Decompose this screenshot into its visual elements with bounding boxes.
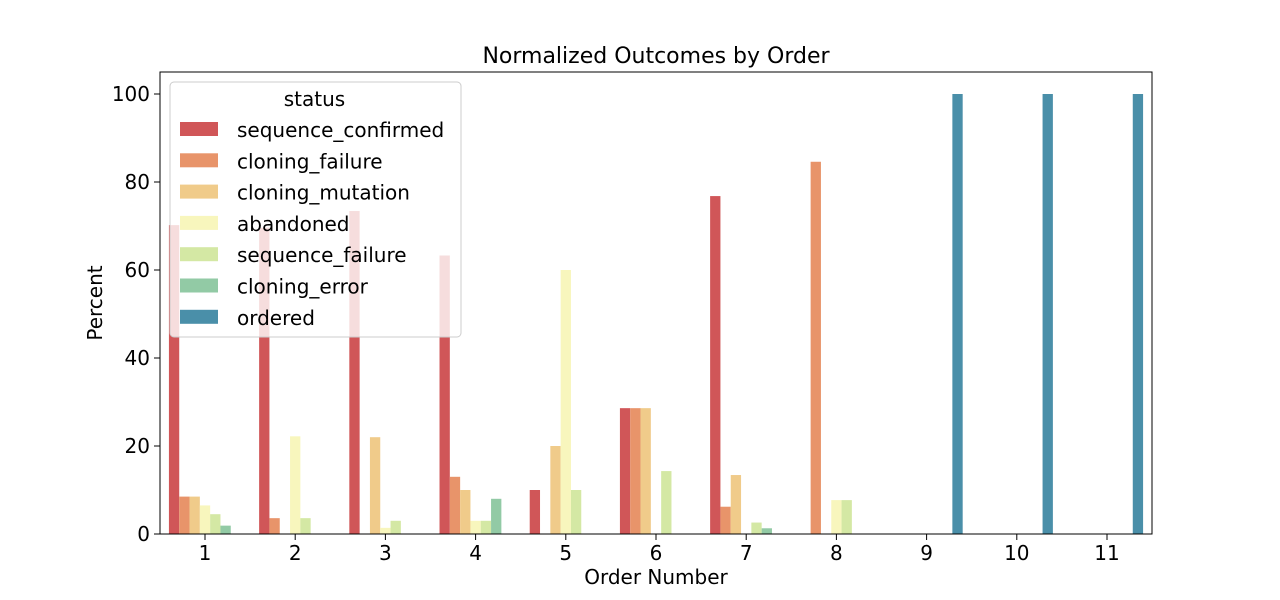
- y-tick-label: 60: [125, 258, 150, 282]
- bar-sequence_confirmed-2: [259, 227, 270, 534]
- legend-label-ordered: ordered: [237, 306, 315, 330]
- bar-cloning_failure-4: [449, 476, 461, 534]
- y-tick-label: 0: [137, 522, 150, 546]
- legend-label-cloning_failure: cloning_failure: [237, 149, 383, 173]
- x-tick-label: 9: [920, 541, 933, 565]
- bar-cloning_mutation-1: [189, 496, 200, 534]
- x-tick-label: 2: [289, 541, 302, 565]
- bar-cloning_failure-1: [179, 496, 190, 534]
- bar-abandoned-4: [470, 520, 481, 534]
- bars-layer: [168, 94, 1144, 535]
- legend-swatch-cloning_mutation: [180, 184, 218, 199]
- bar-sequence_confirmed-6: [619, 408, 631, 534]
- x-tick-label: 4: [469, 541, 482, 565]
- bar-cloning_failure-8: [810, 161, 821, 534]
- bar-sequence_failure-6: [661, 471, 672, 534]
- bar-sequence_confirmed-5: [529, 490, 541, 534]
- x-tick-label: 11: [1094, 541, 1119, 565]
- legend-label-cloning_error: cloning_error: [237, 275, 369, 299]
- y-tick-label: 20: [125, 434, 150, 458]
- bar-sequence_failure-1: [210, 514, 221, 534]
- bar-ordered-11: [1132, 94, 1144, 534]
- bar-abandoned-1: [199, 505, 211, 534]
- legend-swatch-sequence_failure: [180, 247, 218, 262]
- bar-cloning_mutation-6: [640, 408, 651, 534]
- x-tick-label: 10: [1004, 541, 1029, 565]
- x-tick-label: 5: [559, 541, 572, 565]
- legend-title: status: [284, 87, 345, 111]
- bar-cloning_mutation-5: [550, 446, 561, 534]
- legend-swatch-cloning_failure: [180, 153, 218, 168]
- y-tick-label: 100: [112, 82, 150, 106]
- bar-sequence_confirmed-3: [349, 211, 360, 535]
- chart-title: Normalized Outcomes by Order: [482, 44, 830, 69]
- legend-box: [169, 81, 462, 338]
- bar-sequence_failure-2: [300, 518, 311, 534]
- x-tick-label: 7: [740, 541, 753, 565]
- bar-cloning_error-7: [761, 528, 772, 534]
- bar-sequence_confirmed-7: [710, 196, 721, 534]
- bar-sequence_failure-5: [570, 490, 582, 534]
- legend-label-cloning_mutation: cloning_mutation: [237, 181, 410, 205]
- x-tick-label: 1: [199, 541, 212, 565]
- bar-ordered-10: [1042, 94, 1053, 534]
- legend-swatch-abandoned: [180, 215, 218, 230]
- legend-label-abandoned: abandoned: [237, 212, 350, 236]
- x-axis-label: Order Number: [584, 565, 728, 589]
- bar-cloning_mutation-3: [369, 437, 381, 534]
- x-axis: 1 2 3 4 5 6 7 8 9 10 11: [199, 534, 1120, 565]
- bar-sequence_failure-4: [480, 520, 492, 534]
- bar-cloning_mutation-4: [460, 490, 471, 534]
- bar-ordered-9: [952, 94, 963, 534]
- legend-swatch-sequence_confirmed: [180, 122, 218, 136]
- bar-abandoned-2: [290, 436, 301, 534]
- bar-abandoned-8: [831, 500, 842, 534]
- bar-cloning_failure-2: [269, 518, 280, 534]
- bar-cloning_error-1: [220, 525, 231, 534]
- legend: status sequence_confirmed cloning_failurec…: [169, 81, 462, 338]
- x-tick-label: 8: [830, 541, 843, 565]
- y-axis: 0 20 40 60 80 100: [112, 82, 160, 546]
- bar-sequence_failure-8: [841, 500, 852, 534]
- legend-label-sequence_confirmed: sequence_confirmed: [237, 118, 444, 142]
- legend-label-sequence_failure: sequence_failure: [237, 243, 407, 267]
- bar-cloning_failure-6: [630, 408, 641, 534]
- y-axis-label: Percent: [83, 265, 107, 340]
- bar-cloning_mutation-7: [730, 475, 742, 534]
- x-tick-label: 6: [650, 541, 663, 565]
- bar-sequence_failure-3: [390, 520, 401, 534]
- bar-sequence_confirmed-4: [439, 255, 450, 535]
- bar-sequence_failure-7: [751, 522, 762, 534]
- x-tick-label: 3: [379, 541, 392, 565]
- bar-abandoned-3: [380, 527, 391, 534]
- legend-swatch-cloning_error: [180, 278, 218, 293]
- y-tick-label: 40: [125, 346, 150, 370]
- bar-sequence_confirmed-1: [168, 225, 180, 534]
- bar-cloning_error-4: [491, 498, 502, 534]
- legend-swatch-ordered: [180, 309, 218, 324]
- bar-abandoned-5: [560, 270, 571, 534]
- bar-cloning_failure-7: [720, 506, 731, 534]
- y-tick-label: 80: [125, 170, 150, 194]
